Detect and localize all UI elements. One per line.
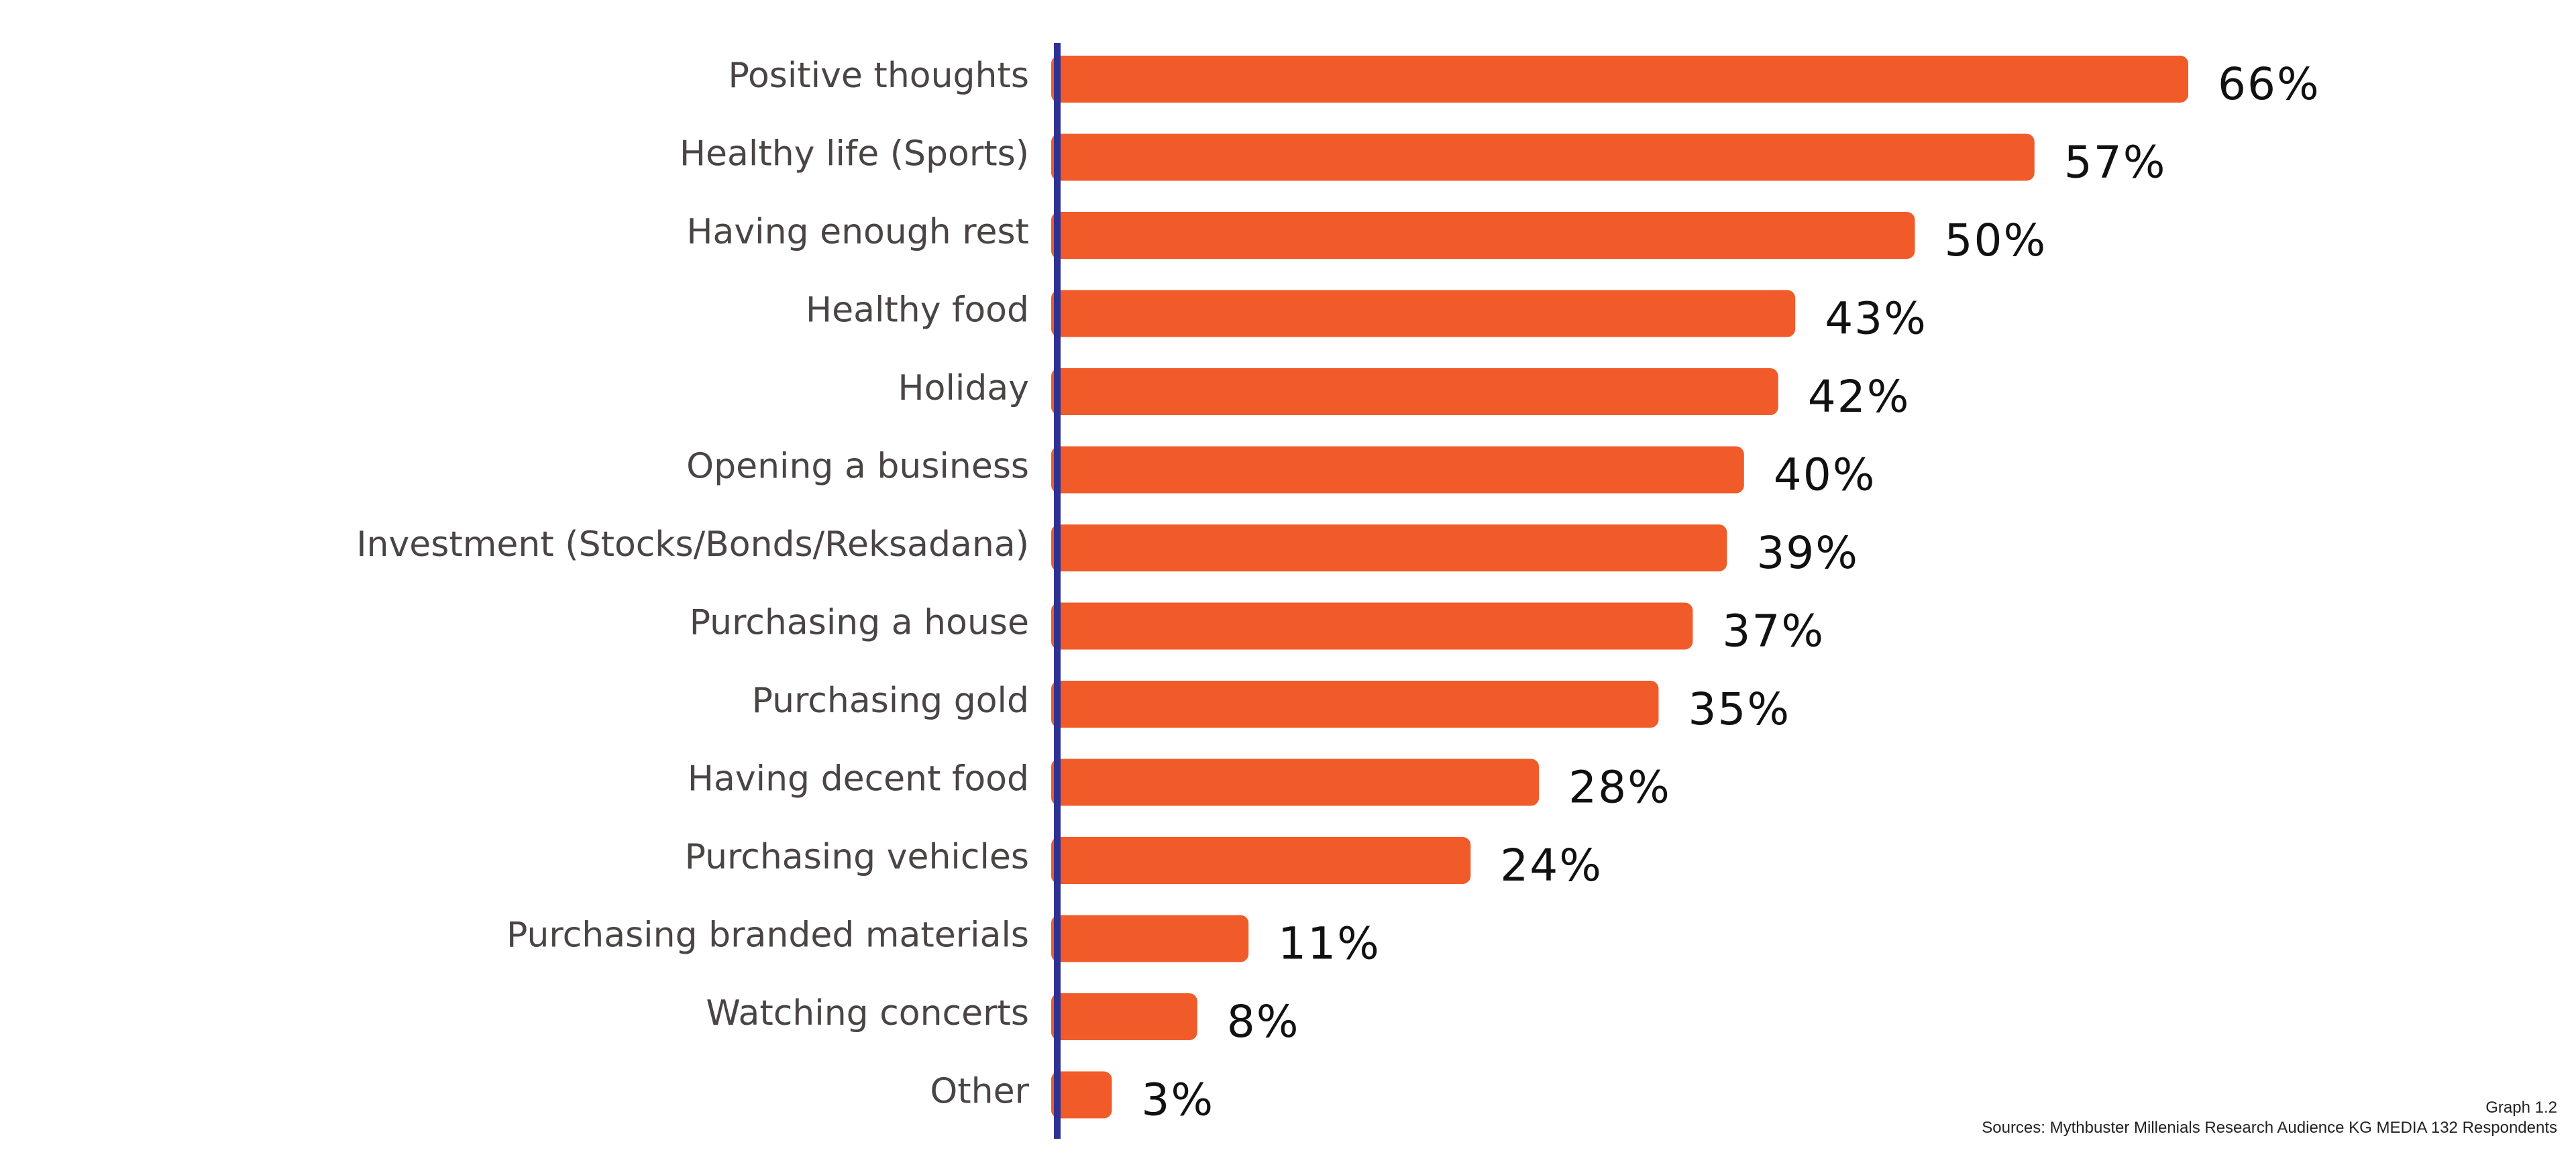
category-label-positive-thoughts: Positive thoughts xyxy=(728,56,1029,96)
bars-layer xyxy=(1051,56,2188,1119)
bar-having-decent-food xyxy=(1051,759,1540,806)
bar-having-enough-rest xyxy=(1051,212,1915,259)
bar-purchasing-branded-materials xyxy=(1051,915,1249,962)
bar-holiday xyxy=(1051,368,1778,415)
category-label-opening-a-business: Opening a business xyxy=(686,447,1029,487)
category-label-healthy-food: Healthy food xyxy=(806,290,1029,331)
category-label-purchasing-vehicles: Purchasing vehicles xyxy=(685,837,1029,877)
value-label-having-enough-rest: 50% xyxy=(1944,215,2047,266)
bar-other xyxy=(1051,1071,1112,1119)
value-label-watching-concerts: 8% xyxy=(1227,996,1300,1048)
value-label-holiday: 42% xyxy=(1808,371,1911,423)
category-label-watching-concerts: Watching concerts xyxy=(706,993,1029,1033)
bar-purchasing-a-house xyxy=(1051,602,1693,650)
bar-investment-stocks-bonds-reksadana xyxy=(1051,524,1727,571)
category-label-having-decent-food: Having decent food xyxy=(688,759,1029,799)
category-label-purchasing-a-house: Purchasing a house xyxy=(690,603,1029,643)
category-label-having-enough-rest: Having enough rest xyxy=(686,212,1029,252)
value-label-investment-stocks-bonds-reksadana: 39% xyxy=(1756,527,1859,579)
category-label-purchasing-branded-materials: Purchasing branded materials xyxy=(506,915,1029,956)
value-label-positive-thoughts: 66% xyxy=(2218,58,2320,110)
bar-healthy-life-sports xyxy=(1051,133,2035,181)
bar-positive-thoughts xyxy=(1051,56,2188,103)
labels-layer: Positive thoughts 66% Healthy life (Sports… xyxy=(356,56,2320,1126)
category-label-healthy-life-sports: Healthy life (Sports) xyxy=(680,134,1029,174)
value-label-purchasing-branded-materials: 11% xyxy=(1278,918,1381,970)
bar-healthy-food xyxy=(1051,290,1796,337)
value-label-other: 3% xyxy=(1141,1074,1214,1126)
bar-purchasing-gold xyxy=(1051,681,1659,728)
value-label-having-decent-food: 28% xyxy=(1568,762,1671,814)
source-note: Sources: Mythbuster Millenials Research … xyxy=(1982,1119,2557,1137)
category-label-purchasing-gold: Purchasing gold xyxy=(752,681,1029,721)
bar-watching-concerts xyxy=(1051,993,1197,1040)
value-label-purchasing-a-house: 37% xyxy=(1722,606,1825,657)
value-label-purchasing-gold: 35% xyxy=(1688,683,1790,735)
graph-caption: Graph 1.2 xyxy=(2485,1099,2557,1117)
value-label-healthy-food: 43% xyxy=(1825,293,1927,345)
bar-opening-a-business xyxy=(1051,446,1744,494)
value-label-purchasing-vehicles: 24% xyxy=(1500,840,1603,891)
category-label-investment-stocks-bonds-reksadana: Investment (Stocks/Bonds/Reksadana) xyxy=(356,524,1029,565)
category-label-holiday: Holiday xyxy=(898,368,1029,408)
value-label-opening-a-business: 40% xyxy=(1774,449,1876,501)
value-label-healthy-life-sports: 57% xyxy=(2064,137,2167,188)
category-label-other: Other xyxy=(930,1072,1029,1112)
bar-purchasing-vehicles xyxy=(1051,837,1471,884)
